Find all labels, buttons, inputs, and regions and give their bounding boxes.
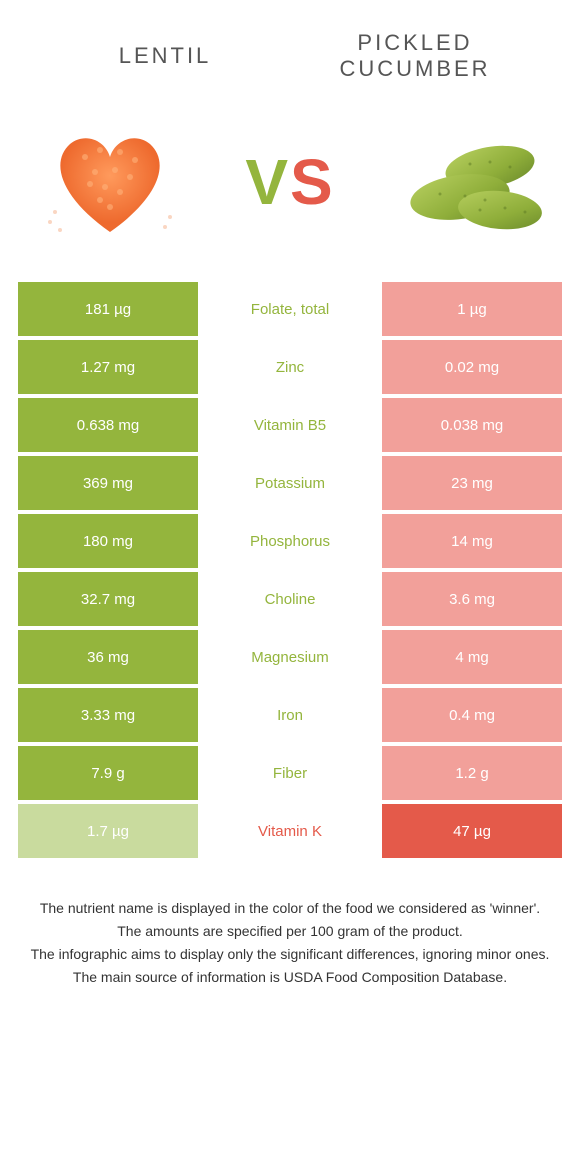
nutrient-left-value: 1.7 µg [18, 804, 198, 858]
hero: VS [0, 92, 580, 282]
header-left: LENTIL [40, 43, 290, 69]
nutrient-label: Zinc [198, 340, 382, 394]
nutrient-label: Vitamin B5 [198, 398, 382, 452]
footnote-line: The infographic aims to display only the… [30, 944, 550, 965]
nutrient-right-value: 0.4 mg [382, 688, 562, 742]
nutrient-label: Iron [198, 688, 382, 742]
nutrient-left-value: 3.33 mg [18, 688, 198, 742]
header: LENTIL PICKLED CUCUMBER [0, 0, 580, 92]
nutrient-label: Phosphorus [198, 514, 382, 568]
food-title-left: LENTIL [40, 43, 290, 69]
pickle-image [390, 112, 550, 252]
nutrient-left-value: 181 µg [18, 282, 198, 336]
nutrient-right-value: 23 mg [382, 456, 562, 510]
table-row: 7.9 gFiber1.2 g [18, 746, 562, 800]
table-row: 1.7 µgVitamin K47 µg [18, 804, 562, 858]
table-row: 32.7 mgCholine3.6 mg [18, 572, 562, 626]
table-row: 3.33 mgIron0.4 mg [18, 688, 562, 742]
nutrient-right-value: 1.2 g [382, 746, 562, 800]
table-row: 1.27 mgZinc0.02 mg [18, 340, 562, 394]
footnotes: The nutrient name is displayed in the co… [30, 898, 550, 988]
nutrient-label: Folate, total [198, 282, 382, 336]
vs-s: S [290, 146, 335, 218]
nutrient-left-value: 7.9 g [18, 746, 198, 800]
table-row: 181 µgFolate, total1 µg [18, 282, 562, 336]
table-row: 180 mgPhosphorus14 mg [18, 514, 562, 568]
footnote-line: The nutrient name is displayed in the co… [30, 898, 550, 919]
vs-v: V [245, 146, 290, 218]
nutrient-label: Choline [198, 572, 382, 626]
footnote-line: The amounts are specified per 100 gram o… [30, 921, 550, 942]
nutrient-left-value: 36 mg [18, 630, 198, 684]
nutrient-right-value: 4 mg [382, 630, 562, 684]
nutrient-table: 181 µgFolate, total1 µg1.27 mgZinc0.02 m… [18, 282, 562, 858]
nutrient-right-value: 0.02 mg [382, 340, 562, 394]
table-row: 36 mgMagnesium4 mg [18, 630, 562, 684]
nutrient-right-value: 14 mg [382, 514, 562, 568]
nutrient-label: Potassium [198, 456, 382, 510]
vs-label: VS [245, 145, 334, 219]
nutrient-left-value: 32.7 mg [18, 572, 198, 626]
nutrient-left-value: 0.638 mg [18, 398, 198, 452]
table-row: 0.638 mgVitamin B50.038 mg [18, 398, 562, 452]
nutrient-left-value: 180 mg [18, 514, 198, 568]
nutrient-left-value: 1.27 mg [18, 340, 198, 394]
table-row: 369 mgPotassium23 mg [18, 456, 562, 510]
footnote-line: The main source of information is USDA F… [30, 967, 550, 988]
lentil-heart-icon [40, 122, 180, 242]
nutrient-label: Fiber [198, 746, 382, 800]
nutrient-label: Vitamin K [198, 804, 382, 858]
header-right: PICKLED CUCUMBER [290, 30, 540, 82]
nutrient-right-value: 3.6 mg [382, 572, 562, 626]
nutrient-label: Magnesium [198, 630, 382, 684]
food-title-right: PICKLED CUCUMBER [290, 30, 540, 82]
lentil-image [30, 112, 190, 252]
nutrient-left-value: 369 mg [18, 456, 198, 510]
nutrient-right-value: 0.038 mg [382, 398, 562, 452]
pickles-icon [395, 122, 545, 242]
nutrient-right-value: 47 µg [382, 804, 562, 858]
nutrient-right-value: 1 µg [382, 282, 562, 336]
